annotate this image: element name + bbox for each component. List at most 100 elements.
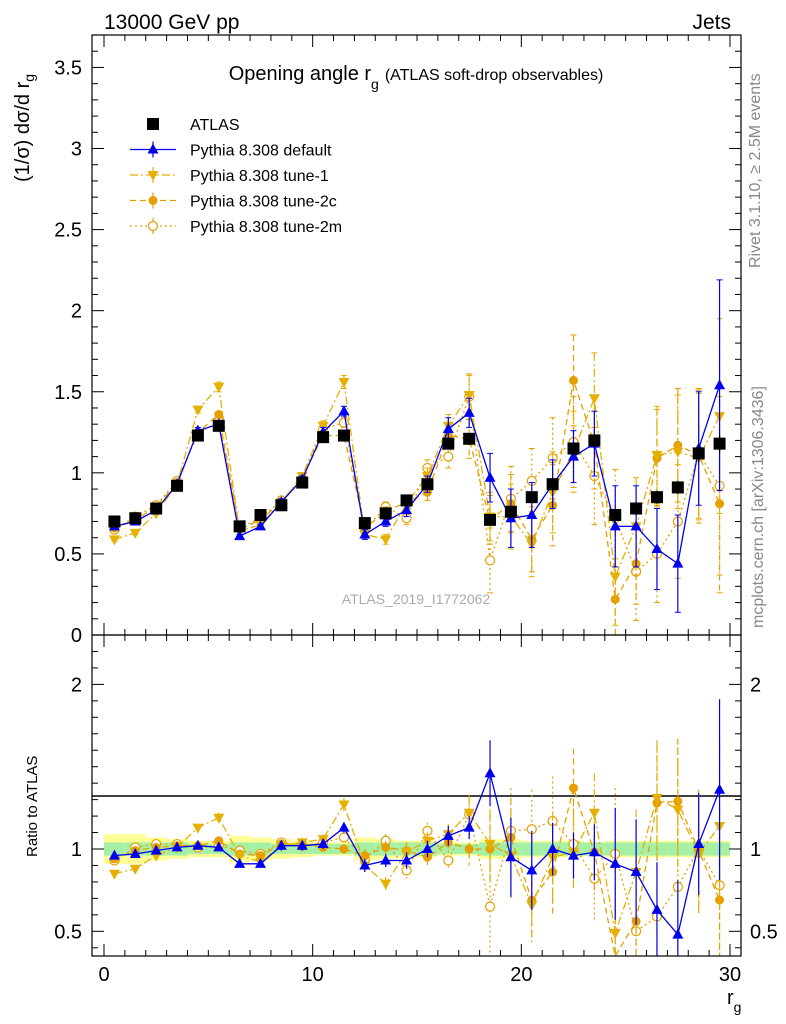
data-point bbox=[192, 405, 204, 416]
plot-title: Opening angle rg (ATLAS soft-drop observa… bbox=[229, 63, 604, 92]
ratio-data-point bbox=[192, 823, 204, 834]
data-point bbox=[380, 515, 392, 526]
ratio-data-point bbox=[505, 851, 517, 862]
ratio-series-pythia-8-308-default bbox=[108, 699, 726, 956]
main-plot-series bbox=[108, 279, 726, 636]
x-tick-label: 20 bbox=[510, 964, 532, 986]
data-point bbox=[108, 515, 121, 528]
ratio-data-point bbox=[463, 821, 475, 832]
ratio-data-point bbox=[234, 851, 246, 862]
ratio-data-point bbox=[171, 841, 183, 852]
legend-marker bbox=[148, 196, 158, 205]
ratio-data-point bbox=[630, 866, 642, 877]
data-point bbox=[463, 406, 475, 417]
data-point bbox=[233, 520, 246, 533]
rivet-version-label: Rivet 3.1.10, ≥ 2.5M events bbox=[747, 73, 764, 268]
series-atlas bbox=[108, 419, 726, 533]
x-axis-label: rg bbox=[727, 987, 741, 1015]
ratio-data-point bbox=[234, 857, 246, 868]
ratio-y-tick-label-right: 1 bbox=[750, 839, 761, 861]
data-point bbox=[359, 528, 371, 539]
data-point bbox=[234, 530, 246, 541]
legend-entry: Pythia 8.308 tune-1 bbox=[130, 167, 329, 185]
data-point bbox=[214, 409, 224, 419]
series-line bbox=[114, 396, 721, 573]
main-plot-panel: 0 0.5 1 1.5 2 2.5 3 3.5 Opening angle rg (ATLAS … bbox=[12, 34, 742, 647]
data-point bbox=[715, 499, 725, 509]
data-point bbox=[338, 417, 350, 428]
data-point bbox=[650, 491, 663, 504]
y-tick-label: 2 bbox=[71, 301, 82, 323]
data-point bbox=[254, 509, 267, 521]
data-point bbox=[713, 437, 726, 450]
data-point bbox=[338, 405, 350, 416]
ratio-data-point bbox=[693, 838, 705, 849]
band-inner-bin bbox=[104, 842, 125, 856]
ratio-data-point bbox=[463, 808, 475, 819]
ratio-data-point bbox=[588, 808, 600, 819]
series-pythia-8-308-tune-1 bbox=[108, 318, 726, 626]
ratio-data-point bbox=[192, 839, 204, 850]
analysis-id-label: ATLAS_2019_I1772062 bbox=[342, 591, 491, 607]
ratio-data-point bbox=[568, 849, 579, 860]
ratio-y-axis-label: Ratio to ATLAS bbox=[24, 756, 41, 857]
ratio-data-point bbox=[255, 857, 266, 868]
series-line bbox=[114, 385, 721, 565]
data-point bbox=[296, 476, 309, 489]
ratio-data-point bbox=[609, 857, 621, 868]
data-point bbox=[588, 434, 601, 447]
legend-entry: Pythia 8.308 default bbox=[130, 141, 332, 160]
data-point bbox=[569, 375, 578, 385]
legend-marker bbox=[147, 171, 159, 181]
legend-label: Pythia 8.308 default bbox=[190, 143, 332, 160]
ratio-y-tick-label-right: 2 bbox=[750, 674, 761, 696]
data-point bbox=[609, 509, 622, 521]
ratio-data-point bbox=[359, 859, 371, 870]
data-point bbox=[255, 520, 266, 531]
legend: ATLAS Pythia 8.308 default Pythia 8.308 tu… bbox=[130, 117, 342, 236]
plot-title-rest: (ATLAS soft-drop observables) bbox=[385, 67, 603, 84]
data-point bbox=[525, 491, 538, 504]
data-point bbox=[651, 543, 663, 554]
ratio-data-point bbox=[651, 903, 663, 914]
plot-title-main: Opening angle r bbox=[229, 63, 372, 85]
data-point bbox=[526, 509, 538, 519]
ratio-panel: 0.5 0.51 12 20 10 20 30 Ratio to ATLAS rg bbox=[24, 634, 778, 1015]
data-point bbox=[380, 535, 392, 546]
legend-label: Pythia 8.308 tune-2m bbox=[190, 219, 342, 236]
ratio-data-point bbox=[401, 854, 413, 865]
ratio-data-point bbox=[609, 928, 621, 939]
ratio-data-point bbox=[317, 838, 329, 849]
ratio-data-point bbox=[464, 844, 474, 854]
legend-entry: ATLAS bbox=[147, 117, 240, 134]
ratio-data-point bbox=[129, 864, 141, 875]
ratio-data-point bbox=[256, 851, 265, 861]
data-point bbox=[338, 378, 350, 389]
ratio-data-point bbox=[380, 854, 392, 865]
ratio-data-point bbox=[569, 783, 578, 793]
y-tick-label: 3.5 bbox=[54, 57, 82, 79]
ratio-y-tick-label: 0.5 bbox=[54, 921, 82, 943]
data-point bbox=[443, 451, 454, 462]
data-point bbox=[317, 431, 330, 444]
plot-title-sub: g bbox=[371, 76, 379, 92]
data-point bbox=[129, 512, 142, 525]
header-energy-label: 13000 GeV pp bbox=[104, 11, 239, 34]
data-point bbox=[275, 499, 288, 512]
ratio-data-point bbox=[443, 855, 454, 866]
ratio-data-point bbox=[339, 844, 349, 854]
ratio-data-point bbox=[213, 841, 225, 852]
ratio-series-line bbox=[114, 785, 721, 958]
ratio-data-point bbox=[714, 783, 726, 794]
data-point bbox=[212, 419, 225, 432]
ratio-series-line bbox=[114, 812, 721, 933]
ratio-data-point bbox=[129, 847, 141, 858]
data-point bbox=[108, 535, 120, 546]
data-point bbox=[504, 505, 517, 518]
data-point bbox=[484, 471, 496, 482]
data-point bbox=[714, 379, 726, 390]
legend-marker bbox=[147, 220, 159, 232]
legend-label: ATLAS bbox=[190, 117, 240, 134]
data-point bbox=[588, 394, 600, 405]
ratio-data-point bbox=[381, 842, 391, 852]
